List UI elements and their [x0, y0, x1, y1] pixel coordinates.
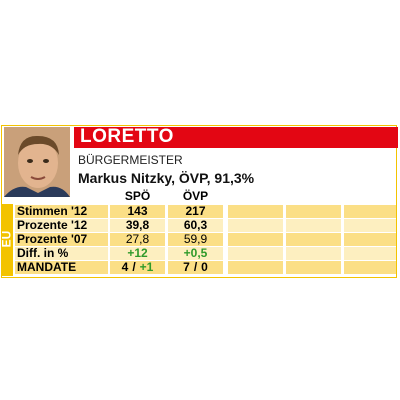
empty-cell	[228, 247, 283, 260]
row-label: Stimmen '12	[15, 205, 108, 218]
empty-cell	[286, 233, 341, 246]
seats: 7	[183, 260, 190, 274]
cell: 39,8	[110, 219, 165, 232]
column-header: ÖVP	[182, 189, 209, 203]
empty-cell	[344, 261, 396, 274]
empty-cell	[286, 261, 341, 274]
separator: /	[193, 260, 198, 274]
cell: 143	[110, 205, 165, 218]
empty-cell	[344, 247, 396, 260]
empty-cell	[228, 205, 283, 218]
empty-cell	[344, 219, 396, 232]
title: LORETTO	[80, 126, 174, 147]
empty-cell	[228, 233, 283, 246]
empty-cell	[286, 219, 341, 232]
cell: 217	[168, 205, 223, 218]
cell: 60,3	[168, 219, 223, 232]
photo-art	[4, 127, 70, 197]
row-label: Prozente '12	[15, 219, 108, 232]
cell: 7/0	[168, 261, 223, 274]
cell: 4/+1	[110, 261, 165, 274]
empty-cell	[286, 205, 341, 218]
row-label: Diff. in %	[15, 247, 108, 260]
seats: 4	[121, 260, 129, 274]
row-label: MANDATE	[15, 261, 108, 274]
photo	[4, 127, 70, 197]
role: BÜRGERMEISTER	[78, 153, 183, 167]
side-strip	[1, 204, 13, 276]
card-border	[1, 125, 397, 278]
empty-cell	[228, 261, 283, 274]
empty-cell	[228, 219, 283, 232]
empty-cell	[344, 205, 396, 218]
mayor: Markus Nitzky, ÖVP, 91,3%	[78, 170, 255, 186]
header-bar	[74, 127, 398, 148]
empty-cell	[344, 233, 396, 246]
empty-cell	[286, 247, 341, 260]
seat-change: 0	[201, 260, 208, 274]
cell: 59,9	[168, 233, 223, 246]
cell: +12	[110, 247, 165, 260]
row-label: Prozente '07	[15, 233, 108, 246]
separator: /	[132, 260, 136, 274]
cell: 27,8	[110, 233, 165, 246]
seat-change: +1	[139, 260, 154, 274]
side-label: EU	[0, 230, 14, 248]
cell: +0,5	[168, 247, 223, 260]
column-header: SPÖ	[124, 189, 151, 203]
